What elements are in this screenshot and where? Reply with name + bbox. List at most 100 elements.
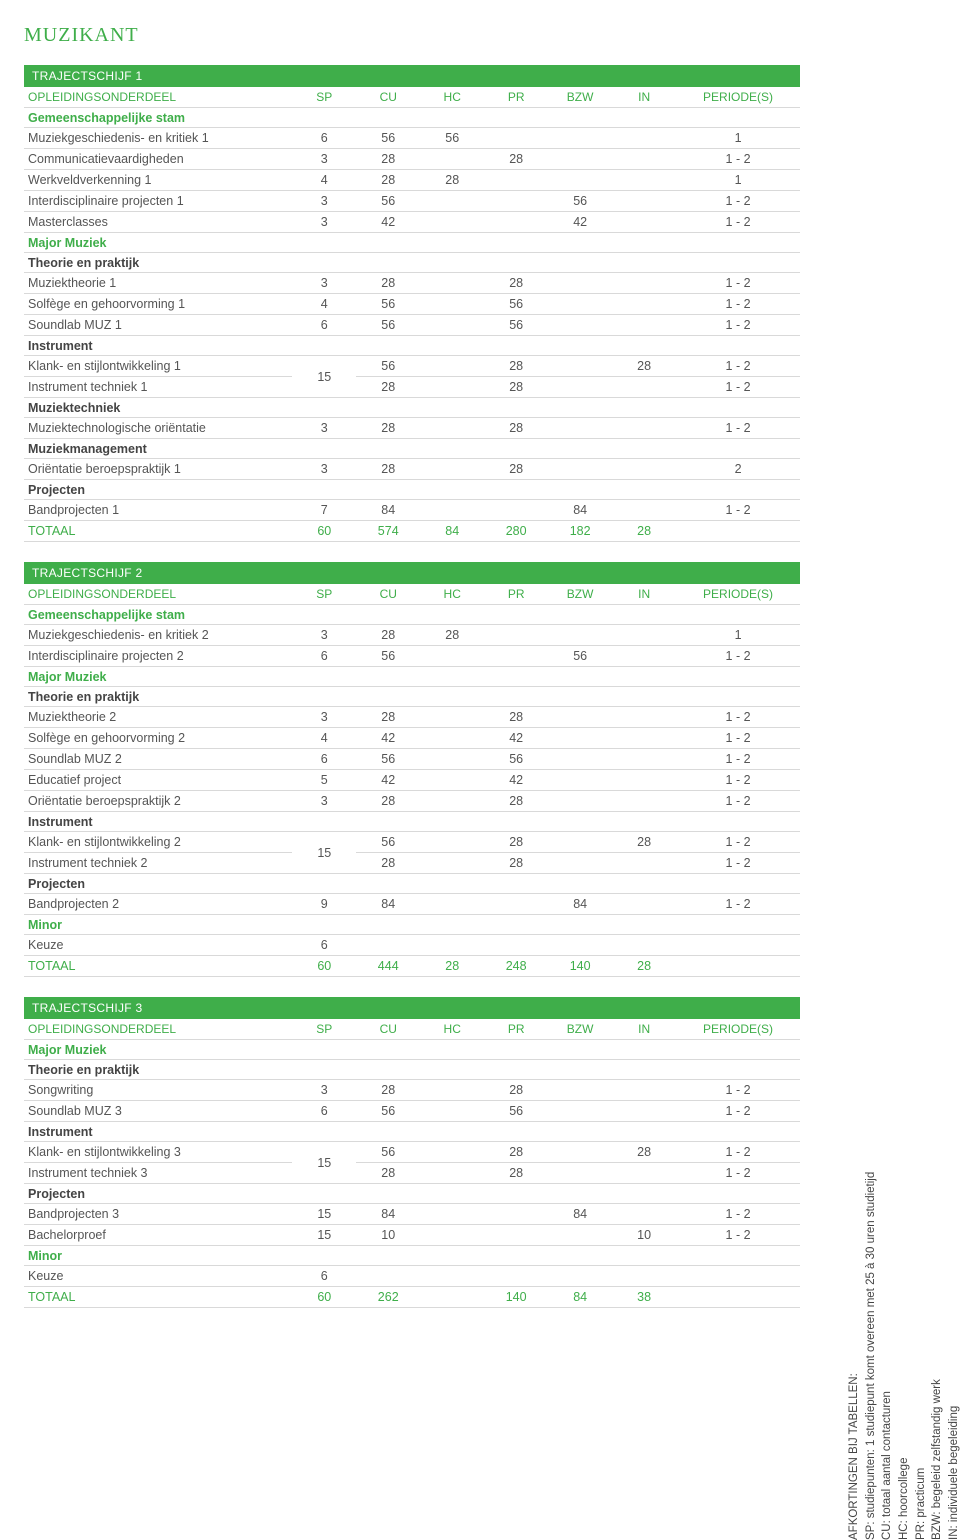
cell-sp: 6 (292, 749, 356, 770)
cell-value: 56 (356, 315, 420, 336)
cell-value: 1 - 2 (676, 1163, 800, 1184)
sub-heading: Instrument (24, 336, 800, 356)
cell-sp: 3 (292, 418, 356, 439)
cell-value: 1 - 2 (676, 791, 800, 812)
cell-value: 56 (484, 294, 548, 315)
sub-heading: Muziekmanagement (24, 439, 800, 459)
cell-value (548, 459, 612, 480)
cell-value: 28 (484, 832, 548, 853)
cell-value: 1 - 2 (676, 1080, 800, 1101)
cell-value (548, 770, 612, 791)
row-label: Instrument techniek 2 (24, 853, 292, 874)
cell-value (420, 1266, 484, 1287)
row-label: Bandprojecten 2 (24, 894, 292, 915)
cell-value (420, 770, 484, 791)
col-header: OPLEIDINGSONDERDEEL (24, 1019, 292, 1040)
row-label: Muziekgeschiedenis- en kritiek 1 (24, 128, 292, 149)
row-label: Muziekgeschiedenis- en kritiek 2 (24, 625, 292, 646)
cell-value (420, 749, 484, 770)
cell-value: 1 - 2 (676, 728, 800, 749)
sub-heading: Muziektechniek (24, 398, 800, 418)
total-cell: 60 (292, 956, 356, 977)
cell-value (548, 170, 612, 191)
cell-value: 28 (484, 149, 548, 170)
cell-sp: 5 (292, 770, 356, 791)
cell-value (484, 935, 548, 956)
sub-heading: Projecten (24, 480, 800, 500)
cell-value (484, 128, 548, 149)
cell-value (420, 935, 484, 956)
cell-value (420, 646, 484, 667)
cell-value: 28 (356, 853, 420, 874)
sub-heading: Projecten (24, 874, 800, 894)
total-cell: 280 (484, 521, 548, 542)
row-label: Soundlab MUZ 3 (24, 1101, 292, 1122)
cell-sp: 15 (292, 356, 356, 398)
cell-value (612, 770, 676, 791)
cell-value (420, 356, 484, 377)
cell-value: 1 - 2 (676, 149, 800, 170)
cell-value (612, 1101, 676, 1122)
cell-sp: 6 (292, 1266, 356, 1287)
cell-sp: 6 (292, 128, 356, 149)
row-label: Bachelorproef (24, 1225, 292, 1246)
cell-value: 28 (420, 170, 484, 191)
row-label: Songwriting (24, 1080, 292, 1101)
col-header: BZW (548, 584, 612, 605)
total-cell: 84 (548, 1287, 612, 1308)
total-cell: 38 (612, 1287, 676, 1308)
cell-value: 56 (484, 1101, 548, 1122)
row-label: Interdisciplinaire projecten 2 (24, 646, 292, 667)
total-cell: 444 (356, 956, 420, 977)
cell-sp: 15 (292, 1225, 356, 1246)
section-heading: Major Muziek (24, 1040, 800, 1060)
cell-value (548, 1266, 612, 1287)
cell-sp: 6 (292, 1101, 356, 1122)
sub-heading: Instrument (24, 812, 800, 832)
cell-value: 56 (356, 1142, 420, 1163)
cell-value (484, 1225, 548, 1246)
total-cell: 248 (484, 956, 548, 977)
cell-value: 28 (356, 377, 420, 398)
cell-value (612, 128, 676, 149)
row-label: Klank- en stijlontwikkeling 3 (24, 1142, 292, 1163)
row-label: Communicatievaardigheden (24, 149, 292, 170)
cell-value (420, 894, 484, 915)
col-header: BZW (548, 1019, 612, 1040)
cell-value: 56 (356, 1101, 420, 1122)
total-cell: 28 (612, 521, 676, 542)
cell-sp: 3 (292, 191, 356, 212)
cell-value (420, 853, 484, 874)
legend-column: AFKORTINGEN BIJ TABELLEN:SP: studiepunte… (816, 1172, 936, 1322)
total-cell: 140 (548, 956, 612, 977)
cell-value: 1 (676, 170, 800, 191)
cell-value: 28 (484, 853, 548, 874)
cell-sp: 3 (292, 791, 356, 812)
cell-value (548, 749, 612, 770)
col-header: SP (292, 87, 356, 108)
total-cell: 574 (356, 521, 420, 542)
cell-sp: 3 (292, 149, 356, 170)
layout: TRAJECTSCHIJF 1OPLEIDINGSONDERDEELSPCUHC… (24, 65, 936, 1328)
cell-sp: 4 (292, 294, 356, 315)
col-header: OPLEIDINGSONDERDEEL (24, 87, 292, 108)
cell-value: 28 (484, 1163, 548, 1184)
cell-value (548, 418, 612, 439)
cell-value: 2 (676, 459, 800, 480)
col-header: PR (484, 87, 548, 108)
total-cell (676, 1287, 800, 1308)
col-header: PR (484, 584, 548, 605)
cell-value: 84 (548, 500, 612, 521)
section-heading: Major Muziek (24, 233, 800, 253)
cell-value (612, 646, 676, 667)
total-cell: 140 (484, 1287, 548, 1308)
cell-sp: 3 (292, 459, 356, 480)
cell-value: 42 (356, 728, 420, 749)
cell-value: 1 - 2 (676, 294, 800, 315)
col-header: BZW (548, 87, 612, 108)
sub-heading: Projecten (24, 1184, 800, 1204)
cell-value (612, 1080, 676, 1101)
cell-value (612, 935, 676, 956)
sub-heading: Theorie en praktijk (24, 253, 800, 273)
cell-value (612, 170, 676, 191)
